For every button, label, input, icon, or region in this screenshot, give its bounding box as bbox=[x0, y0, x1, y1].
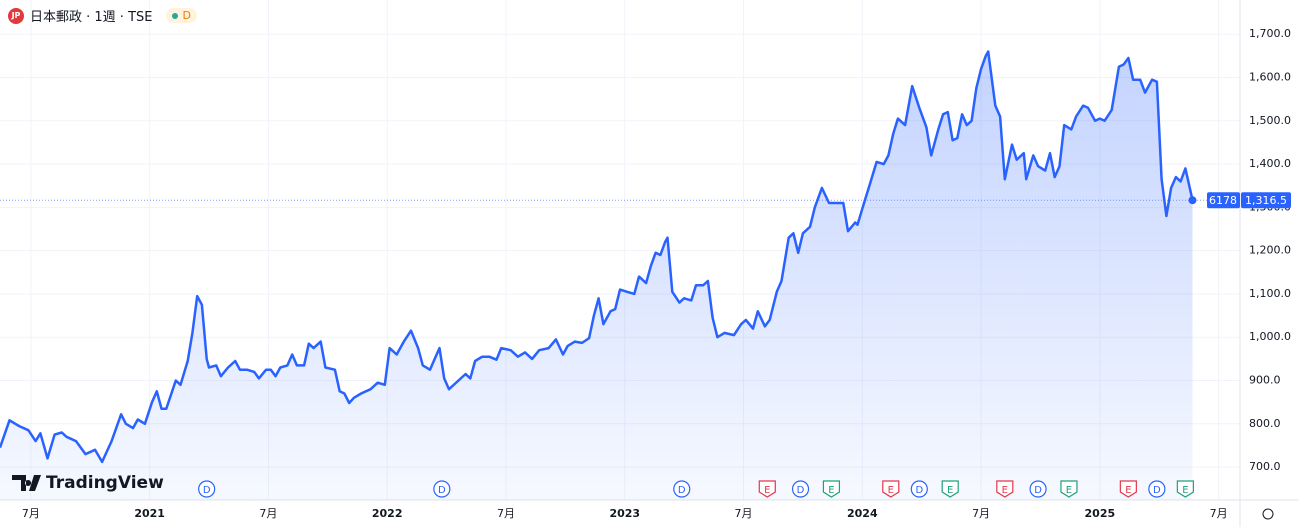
y-tick-label: 700.0 bbox=[1249, 460, 1281, 473]
y-tick-label: 1,200.0 bbox=[1249, 244, 1291, 257]
dividend-marker[interactable] bbox=[433, 480, 451, 498]
symbol-logo: JP bbox=[8, 7, 24, 24]
settings-icon[interactable] bbox=[1262, 508, 1274, 520]
earnings-marker[interactable] bbox=[941, 480, 959, 498]
x-tick-label: 7月 bbox=[972, 507, 990, 520]
badge-text: D bbox=[182, 9, 191, 22]
earnings-marker[interactable] bbox=[1119, 480, 1137, 498]
symbol-title[interactable]: 日本郵政 · 1週 · TSE bbox=[30, 10, 153, 25]
earnings-marker[interactable] bbox=[822, 480, 841, 498]
y-tick-label: 800.0 bbox=[1249, 417, 1281, 430]
x-tick-label: 2021 bbox=[134, 507, 165, 520]
x-tick-label: 7月 bbox=[1210, 507, 1228, 520]
area-fill bbox=[0, 51, 1193, 500]
dividend-marker[interactable] bbox=[198, 480, 216, 498]
earnings-marker[interactable] bbox=[1176, 480, 1194, 498]
x-tick-label: 2025 bbox=[1085, 507, 1116, 520]
earnings-marker[interactable] bbox=[882, 480, 900, 498]
dividend-marker[interactable] bbox=[1148, 480, 1166, 498]
header: JP 日本郵政 · 1週 · TSE D bbox=[8, 6, 197, 25]
last-price-dot bbox=[1188, 196, 1197, 205]
marker-label: D bbox=[203, 485, 211, 496]
y-tick-label: 900.0 bbox=[1249, 374, 1281, 387]
x-tick-label: 7月 bbox=[259, 507, 277, 520]
marker-label: D bbox=[1153, 485, 1161, 496]
marker-label: D bbox=[678, 485, 686, 496]
earnings-marker[interactable] bbox=[758, 480, 776, 498]
marker-label: E bbox=[1182, 485, 1188, 496]
marker-label: D bbox=[797, 485, 805, 496]
marker-label: E bbox=[888, 485, 894, 496]
y-tick-label: 1,600.0 bbox=[1249, 70, 1291, 83]
symbol-tag bbox=[1207, 192, 1240, 209]
x-tick-label: 2024 bbox=[847, 507, 878, 520]
dividend-marker[interactable] bbox=[910, 480, 928, 498]
price-label: 1,316.5 bbox=[1245, 194, 1287, 207]
y-tick-label: 1,500.0 bbox=[1249, 114, 1291, 127]
x-tick-label: 2022 bbox=[372, 507, 403, 520]
marker-label: E bbox=[1125, 485, 1131, 496]
y-tick-label: 1,400.0 bbox=[1249, 157, 1291, 170]
marker-label: E bbox=[1002, 485, 1008, 496]
y-tick-label: 1,700.0 bbox=[1249, 27, 1291, 40]
x-tick-label: 2023 bbox=[609, 507, 640, 520]
x-tick-label: 7月 bbox=[735, 507, 753, 520]
watermark-logo bbox=[12, 475, 41, 491]
price-line-path bbox=[0, 50, 1194, 464]
marker-label: E bbox=[1066, 485, 1072, 496]
status-badge: D bbox=[166, 8, 197, 23]
x-tick-label: 7月 bbox=[22, 507, 40, 520]
watermark: TradingView bbox=[46, 473, 164, 493]
marker-label: D bbox=[915, 485, 923, 496]
marker-label: D bbox=[1034, 485, 1042, 496]
x-tick-label: 7月 bbox=[497, 507, 515, 520]
marker-label: E bbox=[828, 485, 834, 496]
dividend-marker[interactable] bbox=[673, 480, 691, 498]
marker-label: E bbox=[764, 485, 770, 496]
earnings-marker[interactable] bbox=[1060, 480, 1078, 498]
dividend-marker[interactable] bbox=[1029, 480, 1047, 498]
earnings-marker[interactable] bbox=[996, 480, 1014, 498]
dividend-marker[interactable] bbox=[791, 480, 810, 498]
marker-label: D bbox=[438, 485, 446, 496]
y-tick-label: 1,000.0 bbox=[1249, 330, 1291, 343]
price-tag bbox=[1241, 192, 1291, 209]
y-tick-label: 1,100.0 bbox=[1249, 287, 1291, 300]
symbol-code: 6178 bbox=[1209, 194, 1237, 207]
marker-label: E bbox=[947, 485, 953, 496]
